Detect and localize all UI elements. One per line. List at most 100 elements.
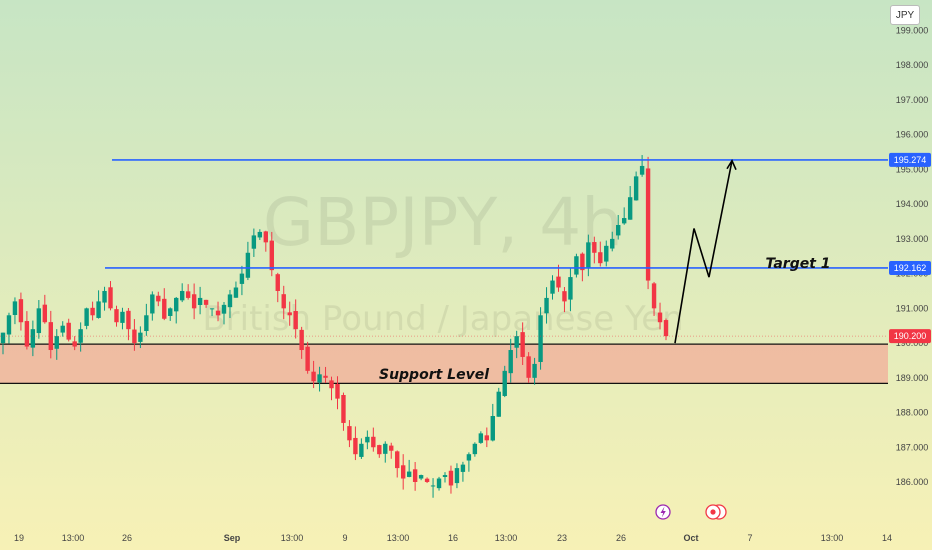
candle-body [269,240,274,271]
candle-body [174,297,179,312]
candle-body [90,307,95,316]
candle-body [651,283,657,309]
candle-body [60,325,65,333]
price-tick-label: 186.000 [896,477,929,487]
candle-body [209,308,215,310]
candle-body [365,436,370,443]
candle-body [568,277,573,300]
candle-body [299,329,304,351]
candle-body [514,336,519,348]
candle-body [592,242,597,253]
candle-body [66,322,71,340]
candle-body [126,310,131,330]
watermark-symbol: GBPJPY, 4h [263,184,623,261]
time-tick-label: 9 [342,533,347,543]
candle-body [359,443,364,457]
time-tick-label: 13:00 [495,533,518,543]
candle-body [604,245,609,262]
candle-body [156,295,161,302]
candle-body [538,315,543,362]
candle-body [162,298,167,319]
candle-body [460,464,466,472]
candle-body [317,374,322,383]
price-tick-label: 195.000 [896,164,929,174]
price-tick-label: 193.000 [896,234,929,244]
candle-body [454,468,460,484]
candle-body [168,308,173,316]
candle-body [24,321,30,347]
time-axis[interactable]: 19 13:00 26 Sep 13:00 9 13:00 16 13:00 23 26 Oct 7 13… [14,533,892,543]
candle-body [233,287,239,298]
time-tick-label: 16 [448,533,458,543]
candle-body [418,475,424,479]
candle-body [383,443,388,454]
candle-body [191,294,197,309]
target1-price-tag-bg [889,260,931,275]
candle-body [400,465,406,479]
level-lines [0,159,888,337]
candle-body [639,165,645,175]
support-zone-fill [0,344,888,384]
candle-body [179,290,185,301]
candle-body [466,454,472,461]
price-tick-label: 194.000 [896,199,929,209]
candle-body [371,436,376,448]
candle-body [221,304,227,314]
time-tick-label: 26 [616,533,626,543]
time-tick-label: 26 [122,533,132,543]
candle-body [132,329,137,344]
candle-body [36,308,42,334]
candle-body [239,273,245,284]
candle-body [323,375,328,378]
candle-body [502,370,507,396]
candle-body [436,478,442,489]
time-tick-label: Oct [683,533,698,543]
candle-body [102,290,107,303]
currency-badge[interactable]: JPY [890,5,920,25]
candle-body [251,235,257,249]
economic-event-icon[interactable] [705,504,727,520]
current-price-tag-text: 190.200 [894,331,927,341]
candle-body [227,294,233,308]
price-tick-label: 191.000 [896,303,929,313]
candle-body [406,471,412,477]
candle-body [442,475,448,477]
candle-body [96,301,101,318]
candle-body [496,391,501,417]
candle-body [424,478,430,482]
projection-group [674,159,737,344]
candle-body [532,363,537,378]
candle-body [550,280,555,294]
candle-body [347,426,352,441]
candle-body [580,253,585,271]
candle-body [377,445,382,455]
candle-body [150,294,155,314]
candle-body [472,443,478,455]
candle-body [305,346,310,371]
candle-body [84,308,89,326]
candle-body [610,238,615,249]
time-tick-label: Sep [224,533,241,543]
price-tick-label: 197.000 [896,95,929,105]
lightning-icon[interactable] [655,504,671,520]
candle-body [18,299,24,323]
price-tick-label: 198.000 [896,60,929,70]
candle-body [621,218,627,224]
current-price-tag-bg [889,329,931,344]
support-zone [0,343,888,384]
candle-body [562,291,567,302]
candle-body [389,445,394,451]
candle-body [430,485,436,487]
watermark-name: British Pound / Japanese Yen [202,299,683,339]
candle-body [633,176,639,201]
candle-body [72,341,77,347]
candle-body [341,395,346,423]
candle-body [335,383,340,399]
price-tick-label: 196.000 [896,130,929,140]
candle-body [526,356,531,378]
candle-body [395,451,400,469]
candle-body [263,231,269,243]
target1-price-tag-text: 192.162 [894,263,927,273]
